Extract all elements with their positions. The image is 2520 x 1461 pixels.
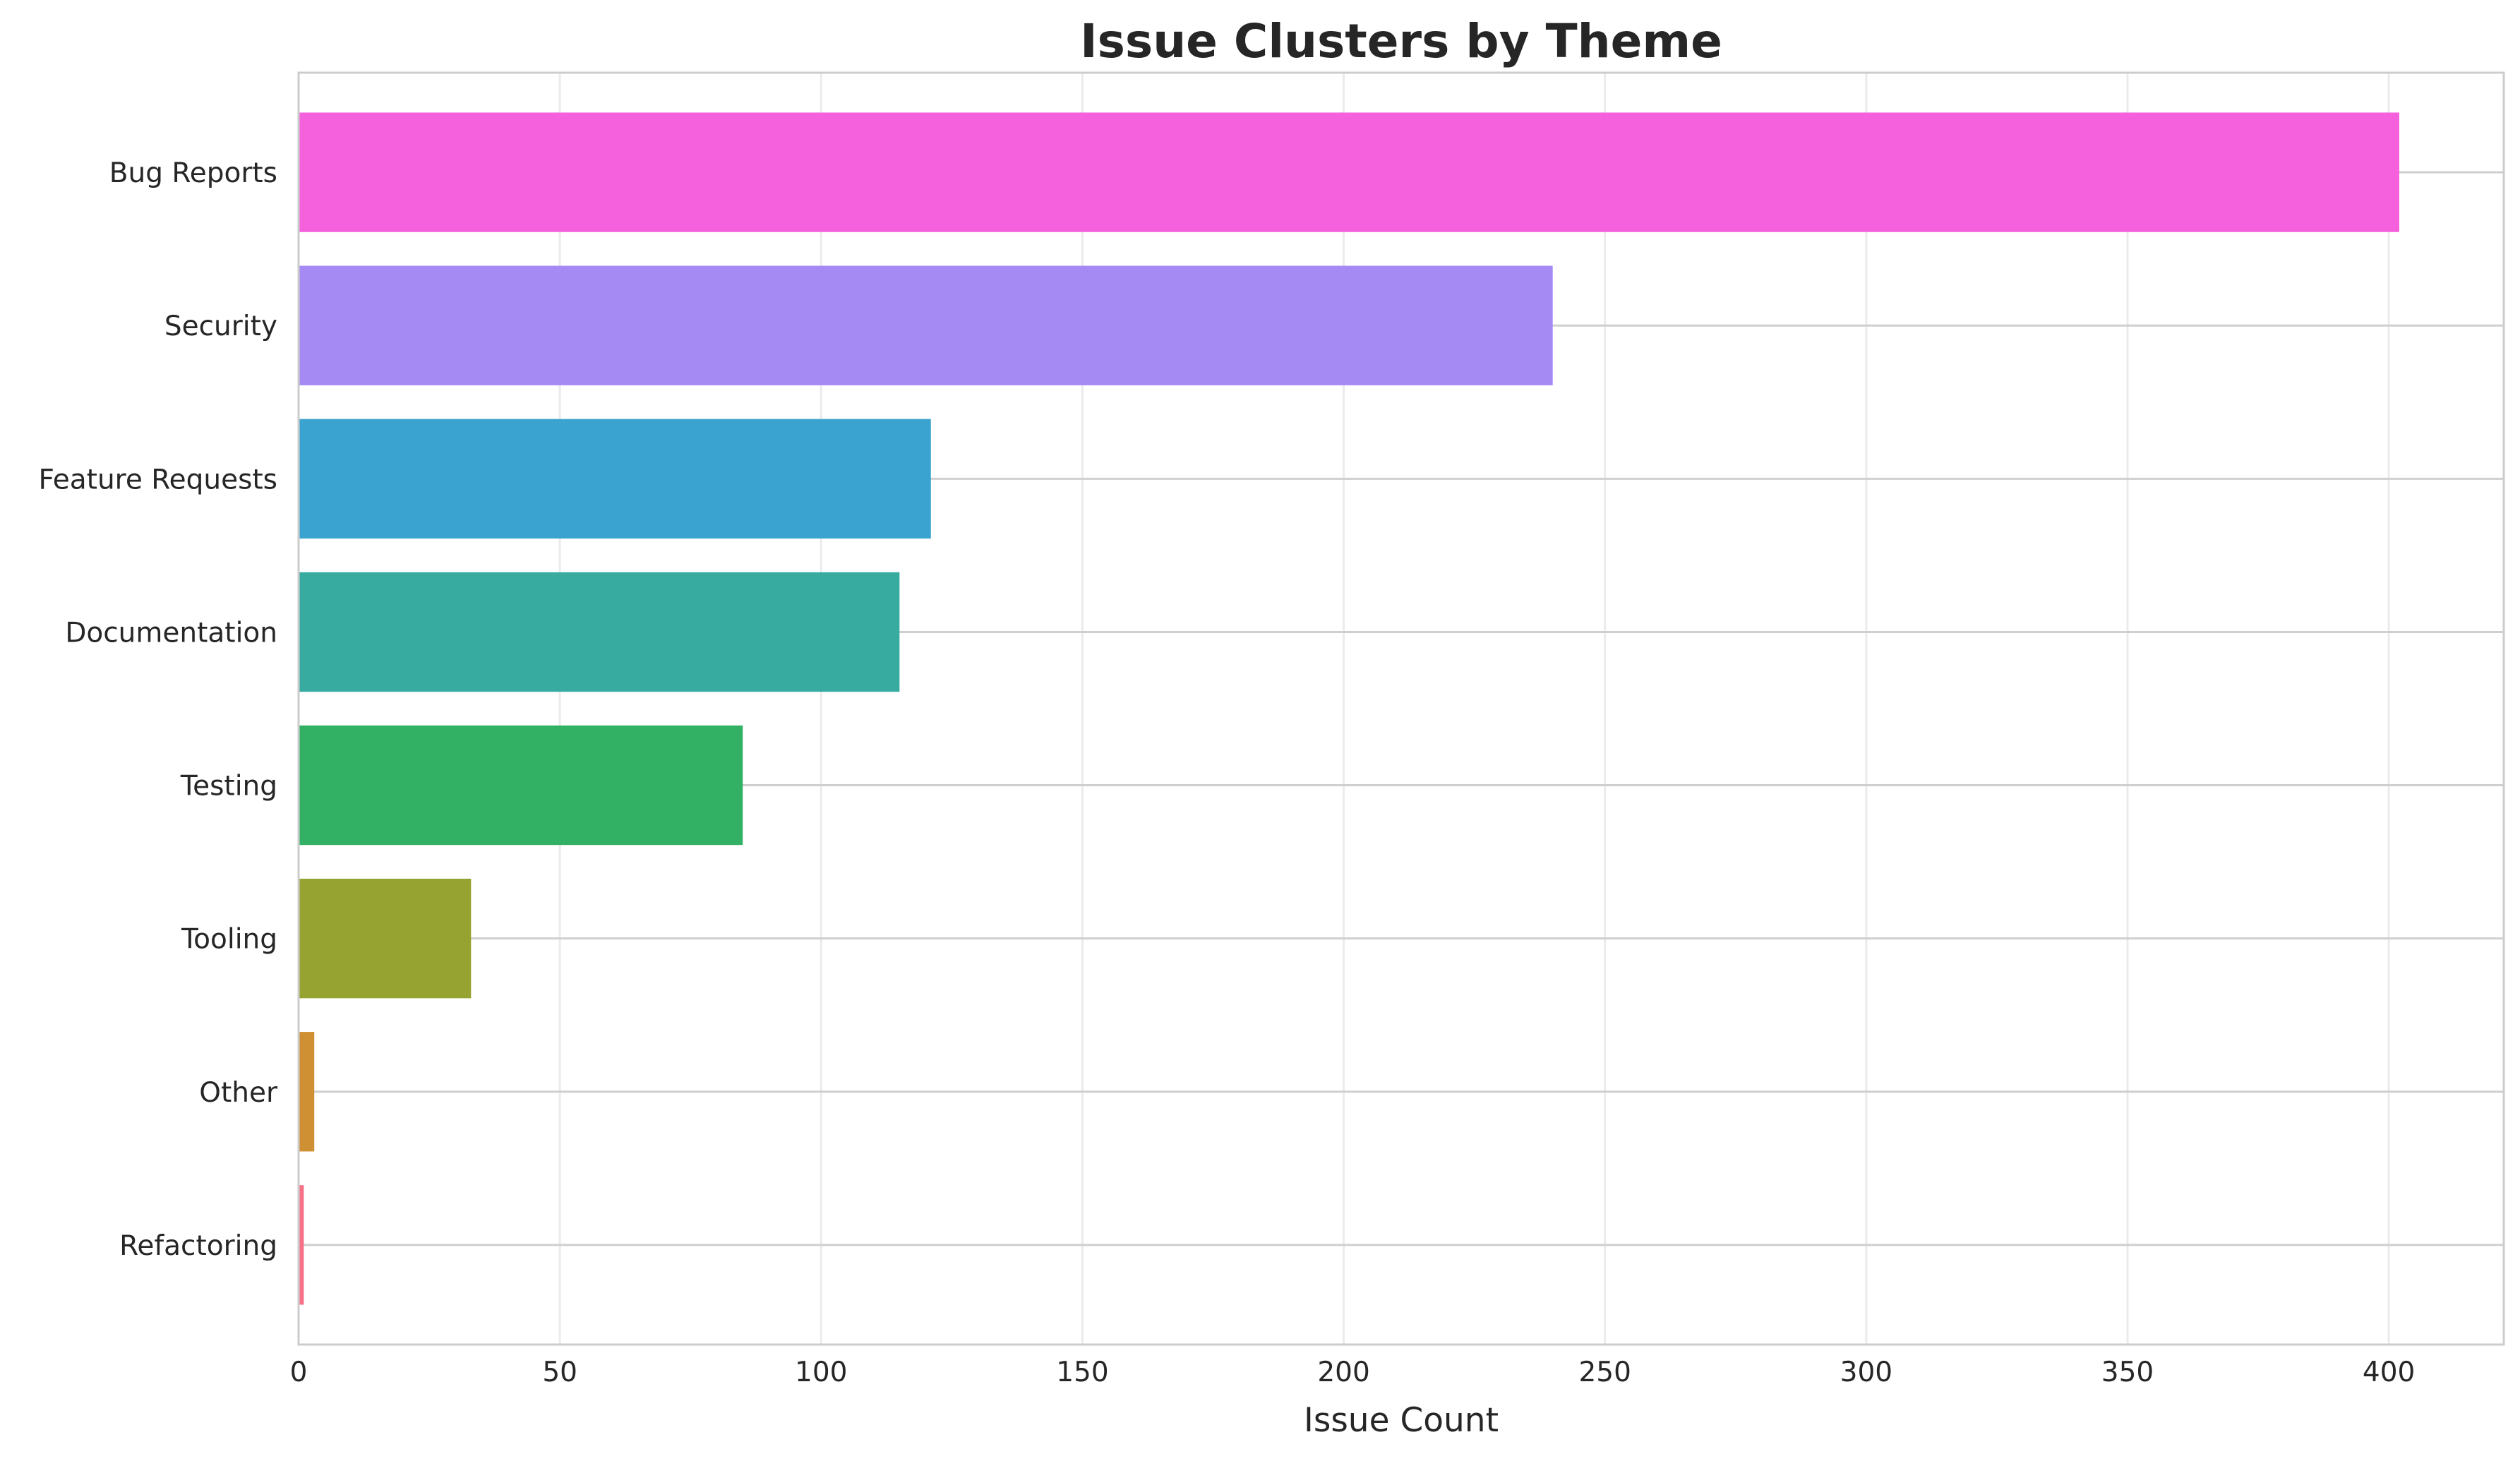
x-tick-label: 150 [1056, 1357, 1108, 1388]
y-tick-label: Testing [180, 771, 277, 802]
x-tick-label: 250 [1578, 1357, 1631, 1388]
x-axis-label: Issue Count [1304, 1401, 1499, 1440]
y-tick-label: Security [164, 311, 277, 342]
y-tick-label: Tooling [181, 924, 277, 956]
y-tick-label: Refactoring [119, 1230, 277, 1262]
x-axis-ticks: 0 50 100 150 200 250 300 350 400 [290, 1357, 2416, 1388]
x-tick-label: 0 [290, 1357, 308, 1388]
bars [299, 112, 2399, 1305]
y-tick-label: Bug Reports [109, 157, 277, 189]
plot-frame [297, 71, 2505, 1346]
bar-tooling [299, 878, 472, 999]
x-tick-label: 400 [2363, 1357, 2415, 1388]
x-tick-label: 50 [542, 1357, 577, 1388]
y-axis-ticks: Bug Reports Security Feature Requests Docum… [38, 157, 277, 1262]
chart-title: Issue Clusters by Theme [1080, 14, 1722, 68]
x-tick-label: 100 [795, 1357, 847, 1388]
y-tick-label: Other [199, 1077, 278, 1109]
bar-refactoring [299, 1185, 304, 1305]
bar-bug-reports [299, 112, 2399, 232]
bar-security [299, 265, 1553, 385]
x-tick-label: 300 [1840, 1357, 1892, 1388]
x-tick-label: 200 [1317, 1357, 1369, 1388]
bar-feature-requests [299, 419, 931, 539]
x-tick-label: 350 [2101, 1357, 2154, 1388]
y-tick-label: Documentation [65, 617, 277, 649]
bar-testing [299, 725, 743, 846]
bar-documentation [299, 572, 900, 692]
bar-other [299, 1032, 315, 1152]
y-tick-label: Feature Requests [38, 464, 277, 495]
grid [297, 73, 2504, 1345]
